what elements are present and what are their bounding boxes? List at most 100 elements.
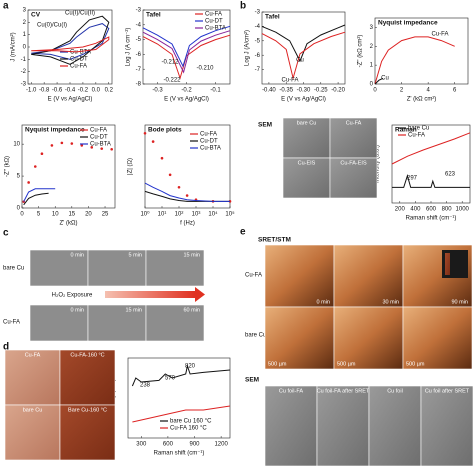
- data-line: [142, 30, 231, 74]
- sem-title: SEM: [245, 377, 259, 384]
- data-line: [391, 132, 471, 165]
- y-axis-label: -Z'' (kΩ): [5, 156, 11, 177]
- x-tick-label: 0: [20, 212, 24, 218]
- x-axis-label: E (V vs Ag/AgCl): [281, 97, 326, 103]
- legend-label: Cu-DT: [70, 57, 88, 63]
- annotation: Cu: [296, 58, 304, 64]
- row-label: bare Cu: [245, 333, 266, 339]
- x-tick-label: -0.35: [279, 88, 293, 94]
- microscopy-image: [145, 304, 205, 342]
- sample-photo: [59, 349, 116, 406]
- annotation: 238: [140, 383, 151, 389]
- legend-label: bare Cu 160 °C: [170, 419, 212, 425]
- time-label: 90 min: [451, 299, 468, 305]
- plot-title: Tafel: [265, 14, 280, 21]
- y-tick-label: -8: [136, 82, 142, 88]
- data-point: [27, 181, 30, 184]
- legend-label: Cu-FA: [90, 128, 107, 134]
- panel-label: a: [3, 1, 9, 12]
- image-label: bare Cu: [297, 120, 317, 126]
- x-tick-label: -0.2: [181, 88, 192, 94]
- y-tick-label: -6: [255, 53, 261, 59]
- x-tick-label: -0.40: [262, 88, 276, 94]
- exposure-arrowhead: [195, 287, 205, 302]
- legend-label: Cu-DT: [90, 135, 108, 141]
- x-tick-label: 10⁴: [208, 211, 218, 218]
- legend-label: Cu-DT: [205, 19, 223, 25]
- x-tick-label: 15: [68, 212, 75, 218]
- legend-label: Cu-FA: [200, 132, 217, 138]
- x-tick-label: 2: [400, 88, 404, 94]
- data-point: [90, 146, 94, 149]
- image-label: Cu-EIS: [298, 160, 316, 166]
- x-tick-label: 300: [136, 442, 147, 448]
- legend-label: Cu-BTA: [200, 146, 221, 152]
- legend-label: bare Cu: [408, 126, 429, 132]
- sample-photo: [59, 404, 116, 461]
- image-label: Cu foil-FA: [279, 388, 303, 394]
- y-tick-label: 0: [17, 206, 21, 212]
- annotation: Cu-FA: [281, 78, 298, 84]
- legend-label: Cu-FA 160 °C: [170, 426, 207, 432]
- legend-label: Cu-FA: [408, 133, 425, 139]
- microscopy-image: [87, 249, 147, 287]
- plot-frame: [144, 124, 231, 209]
- data-line: [374, 36, 455, 85]
- time-label: 30 min: [382, 299, 399, 305]
- data-point: [185, 194, 189, 197]
- sem-image: [264, 385, 318, 467]
- image-label: Cu-FA-EIS: [340, 160, 367, 166]
- x-axis-label: f (Hz): [180, 221, 195, 227]
- y-tick-label: 2: [23, 20, 27, 26]
- data-line: [261, 31, 346, 81]
- annotation: -0.222: [163, 78, 181, 84]
- row-label: Cu-FA: [3, 320, 20, 326]
- annotation: 297: [407, 176, 418, 182]
- data-line: [31, 15, 110, 65]
- microscopy-image: [29, 249, 89, 287]
- arrow-label: H₂O₂ Exposure: [52, 293, 93, 299]
- stm-image: [333, 306, 404, 370]
- legend-label: Cu-BTA: [90, 142, 111, 148]
- annotation: 820: [185, 364, 196, 370]
- y-tick-label: -3: [21, 82, 27, 88]
- y-tick-label: -7: [136, 67, 142, 73]
- image-label: bare Cu: [23, 407, 43, 413]
- image-label: Cu-FA: [25, 352, 41, 358]
- sample-photo: [4, 404, 61, 461]
- x-axis-label: Z' (kΩ cm²): [407, 97, 437, 103]
- image-label: Cu foil after SRET: [425, 388, 470, 394]
- x-tick-label: 200: [395, 207, 406, 213]
- legend-label: Cu-BTA: [70, 50, 91, 56]
- plot-title: Raman: [395, 127, 417, 134]
- data-line: [31, 36, 110, 53]
- stm-image: [264, 244, 335, 308]
- data-point: [143, 132, 147, 135]
- x-tick-label: -0.3: [152, 88, 163, 94]
- x-tick-label: 6: [453, 88, 457, 94]
- annotation: 623: [445, 172, 456, 178]
- y-tick-label: -4: [255, 24, 261, 30]
- y-tick-label: -6: [136, 52, 142, 58]
- x-tick-label: 0.2: [105, 88, 114, 94]
- x-tick-label: 1200: [214, 442, 228, 448]
- stm-image: [402, 306, 473, 370]
- x-tick-label: 5: [37, 212, 41, 218]
- x-tick-label: -0.8: [39, 88, 50, 94]
- data-point: [80, 144, 84, 147]
- x-tick-label: 600: [426, 207, 437, 213]
- data-point: [40, 152, 44, 156]
- sample-photo: [4, 349, 61, 406]
- data-point: [100, 147, 104, 150]
- x-tick-label: -0.1: [210, 88, 221, 94]
- y-tick-label: -5: [255, 38, 261, 44]
- x-tick-label: 600: [163, 442, 174, 448]
- plot-frame: [21, 124, 116, 209]
- image-label: Cu foil-FA after SRET: [317, 388, 370, 394]
- image-label: Bare Cu-160 °C: [68, 407, 107, 413]
- scale-label: 500 µm: [268, 361, 287, 367]
- plot-title: Nyquist impedance: [25, 127, 85, 134]
- x-tick-label: 10³: [192, 212, 201, 218]
- time-label: 0 min: [71, 252, 84, 258]
